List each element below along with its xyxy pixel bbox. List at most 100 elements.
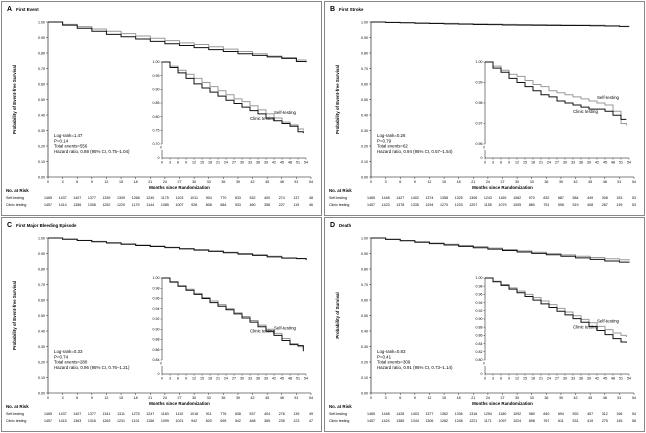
at-risk-value: 1465 <box>367 196 375 200</box>
inset-y-tick-label: 0.88 <box>153 338 160 342</box>
at-risk-value: 687 <box>558 196 564 200</box>
x-tick-label: 21 <box>148 180 152 184</box>
at-risk-value: 1356 <box>73 203 81 207</box>
inset-y-tick-label: 0.88 <box>476 325 483 329</box>
y-tick-label: 0.00 <box>361 175 368 179</box>
panel-title: Death <box>339 223 352 228</box>
stat-line: Total events=280 <box>54 360 88 365</box>
at-risk-value: 49 <box>309 412 313 416</box>
y-tick-label: 0.40 <box>38 329 45 333</box>
x-tick-label: 27 <box>501 180 505 184</box>
at-risk-value: 1424 <box>382 419 390 423</box>
at-risk-row-label: Clinic testing <box>6 203 26 207</box>
x-tick-label: 15 <box>442 396 446 400</box>
inset-y-tick-label: 0.92 <box>153 317 160 321</box>
y-tick-label: 0.10 <box>361 160 368 164</box>
at-risk-value: 1465 <box>44 412 52 416</box>
at-risk-value: 911 <box>206 412 212 416</box>
at-risk-value: 1415 <box>59 419 67 423</box>
y-tick-label: 0.10 <box>38 160 45 164</box>
y-tick-label: 0.50 <box>38 314 45 318</box>
at-risk-value: 123 <box>293 419 299 423</box>
inset-x-tick-label: 42 <box>595 377 599 381</box>
y-tick-label: 0.70 <box>361 67 368 71</box>
x-tick-label: 39 <box>559 180 563 184</box>
x-tick-label: 39 <box>236 180 240 184</box>
at-risk-value: 358 <box>264 203 270 207</box>
at-risk-value: 1465 <box>44 196 52 200</box>
inset-x-tick-label: 15 <box>200 161 204 165</box>
y-tick-label: 0.40 <box>361 329 368 333</box>
inset-y-tick-label: 0.94 <box>476 301 483 305</box>
panel-d: D Death 0.00 0.10 0.20 0.30 0.40 0.50 0.60 0.70 0.… <box>324 217 645 432</box>
y-tick-label: 0.70 <box>38 67 45 71</box>
inset-x-tick-label: 0 <box>161 161 163 165</box>
y-tick-label: 0.40 <box>361 113 368 117</box>
inset-y-tick-label: 0.90 <box>153 88 160 92</box>
y-axis-label: Probability of Event-free Survival <box>335 65 340 134</box>
at-risk-value: 139 <box>293 412 299 416</box>
inset-y-zero-label: 0 <box>481 372 483 376</box>
at-risk-value: 1377 <box>425 412 433 416</box>
at-risk-value: 1448 <box>382 412 390 416</box>
at-risk-value: 404 <box>264 412 270 416</box>
chart-c: C First Major Bleeding Episode 0.00 0.10 0.2… <box>6 222 313 423</box>
inset-y-tick-label: 0.98 <box>153 286 160 290</box>
stat-line: Hazard ratio, 0.91 (95% CI, 0.73–1.14) <box>377 365 453 370</box>
at-risk-value: 880 <box>529 203 535 207</box>
stat-line: Total events=62 <box>377 144 408 149</box>
y-tick-label: 0.90 <box>38 252 45 256</box>
at-risk-value: 1021 <box>176 419 184 423</box>
y-tick-label: 0.80 <box>38 51 45 55</box>
at-risk-row-label: Clinic testing <box>329 419 349 423</box>
panel-title: First Stroke <box>339 7 364 12</box>
at-risk-value: 1233 <box>455 203 463 207</box>
x-tick-label: 33 <box>207 180 211 184</box>
inset-y-tick-label: 0.96 <box>476 293 483 297</box>
inset-x-tick-label: 12 <box>192 377 196 381</box>
at-risk-value: 312 <box>602 412 608 416</box>
at-risk-value: 56 <box>632 419 636 423</box>
inset-y-tick-label: 0.94 <box>153 307 160 311</box>
inset-x-tick-label: 0 <box>161 377 163 381</box>
main-curve-clinic-testing <box>48 21 307 63</box>
at-risk-value: 1309 <box>117 196 125 200</box>
at-risk-value: 1325 <box>455 196 463 200</box>
inset-x-tick-label: 39 <box>264 377 268 381</box>
y-tick-label: 0.40 <box>38 113 45 117</box>
x-tick-label: 33 <box>207 396 211 400</box>
chart-b: B First Stroke 0.00 0.10 0.20 0.30 0.40 0.50 0.6… <box>329 6 636 207</box>
x-tick-label: 33 <box>530 396 534 400</box>
x-axis-label: Months since Randomization <box>149 185 210 190</box>
at-risk-value: 449 <box>587 196 593 200</box>
at-risk-value: 267 <box>602 203 608 207</box>
at-risk-value: 1428 <box>396 412 404 416</box>
inset-x-tick-label: 0 <box>484 161 486 165</box>
inset-y-tick-label: 0.99 <box>476 81 483 85</box>
at-risk-value: 1403 <box>411 412 419 416</box>
y-tick-label: 0.20 <box>361 360 368 364</box>
x-tick-label: 21 <box>471 180 475 184</box>
at-risk-value: 1155 <box>484 203 492 207</box>
y-tick-label: 0.90 <box>38 36 45 40</box>
at-risk-value: 928 <box>191 203 197 207</box>
at-risk-value: 1024 <box>513 419 521 423</box>
at-risk-value: 235 <box>279 419 285 423</box>
at-risk-value: 584 <box>573 196 579 200</box>
at-risk-value: 820 <box>206 419 212 423</box>
inset-y-tick-label: 0.97 <box>476 122 483 126</box>
inset-x-tick-label: 48 <box>288 161 292 165</box>
x-tick-label: 54 <box>632 396 636 400</box>
at-risk-value: 1457 <box>367 419 375 423</box>
at-risk-value: 1221 <box>469 419 477 423</box>
at-risk-value: 1191 <box>132 419 140 423</box>
x-tick-label: 54 <box>309 180 313 184</box>
at-risk-value: 1183 <box>161 412 169 416</box>
inset-y-tick-label: 0.98 <box>476 284 483 288</box>
at-risk-value: 904 <box>206 196 212 200</box>
at-risk-value: 156 <box>616 412 622 416</box>
y-tick-label: 0.00 <box>361 391 368 395</box>
at-risk-value: 970 <box>529 196 535 200</box>
stat-line: Log-rank=0.83 <box>377 349 406 354</box>
curve-label-clinic-testing: Clinic testing <box>250 116 275 121</box>
